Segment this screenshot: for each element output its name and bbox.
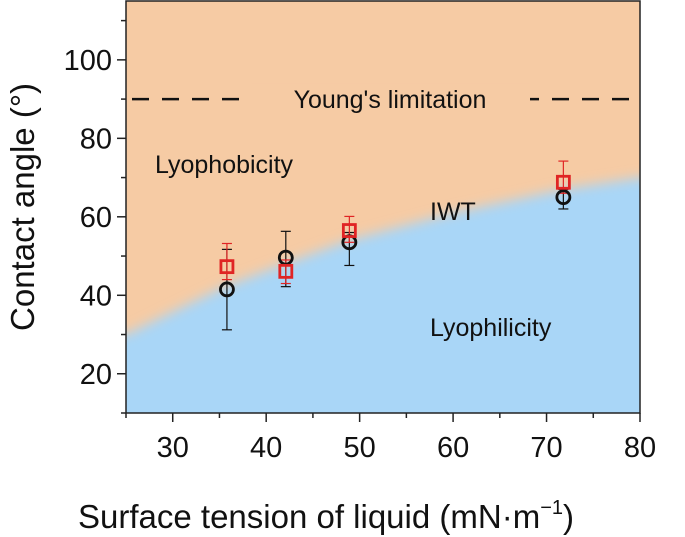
x-tick-label: 80 [624,432,656,464]
data-point-square [555,174,571,190]
lyophilicity-label: Lyophilicity [430,314,552,342]
data-point-square [219,259,235,275]
y-axis-label: Contact angle (°) [4,83,41,331]
data-point-circle [219,281,235,298]
data-point-circle [555,189,572,206]
x-tick-label: 30 [157,432,189,464]
iwt-label: IWT [430,198,476,226]
youngs-limitation-label-bg [252,83,530,116]
y-tick-label: 100 [64,45,112,77]
plot-frame [125,0,641,414]
x-tick-label: 60 [437,432,469,464]
x-axis-label: Surface tension of liquid (mN·m−1) [78,497,574,535]
data-point-square [278,263,294,279]
y-tick-label: 60 [80,202,112,234]
lyophobicity-label: Lyophobicity [155,151,294,179]
x-axis-label-superscript: −1 [540,497,563,519]
y-tick-label: 20 [80,359,112,391]
x-tick-label: 70 [530,432,562,464]
data-point-square [341,223,357,238]
x-tick-label: 50 [344,432,376,464]
y-tick-label: 80 [80,123,112,155]
x-tick-label: 40 [250,432,282,464]
y-tick-label: 40 [80,280,112,312]
lyophilic-region [126,177,640,413]
youngs-limitation-label: Young's limitation [294,86,487,114]
